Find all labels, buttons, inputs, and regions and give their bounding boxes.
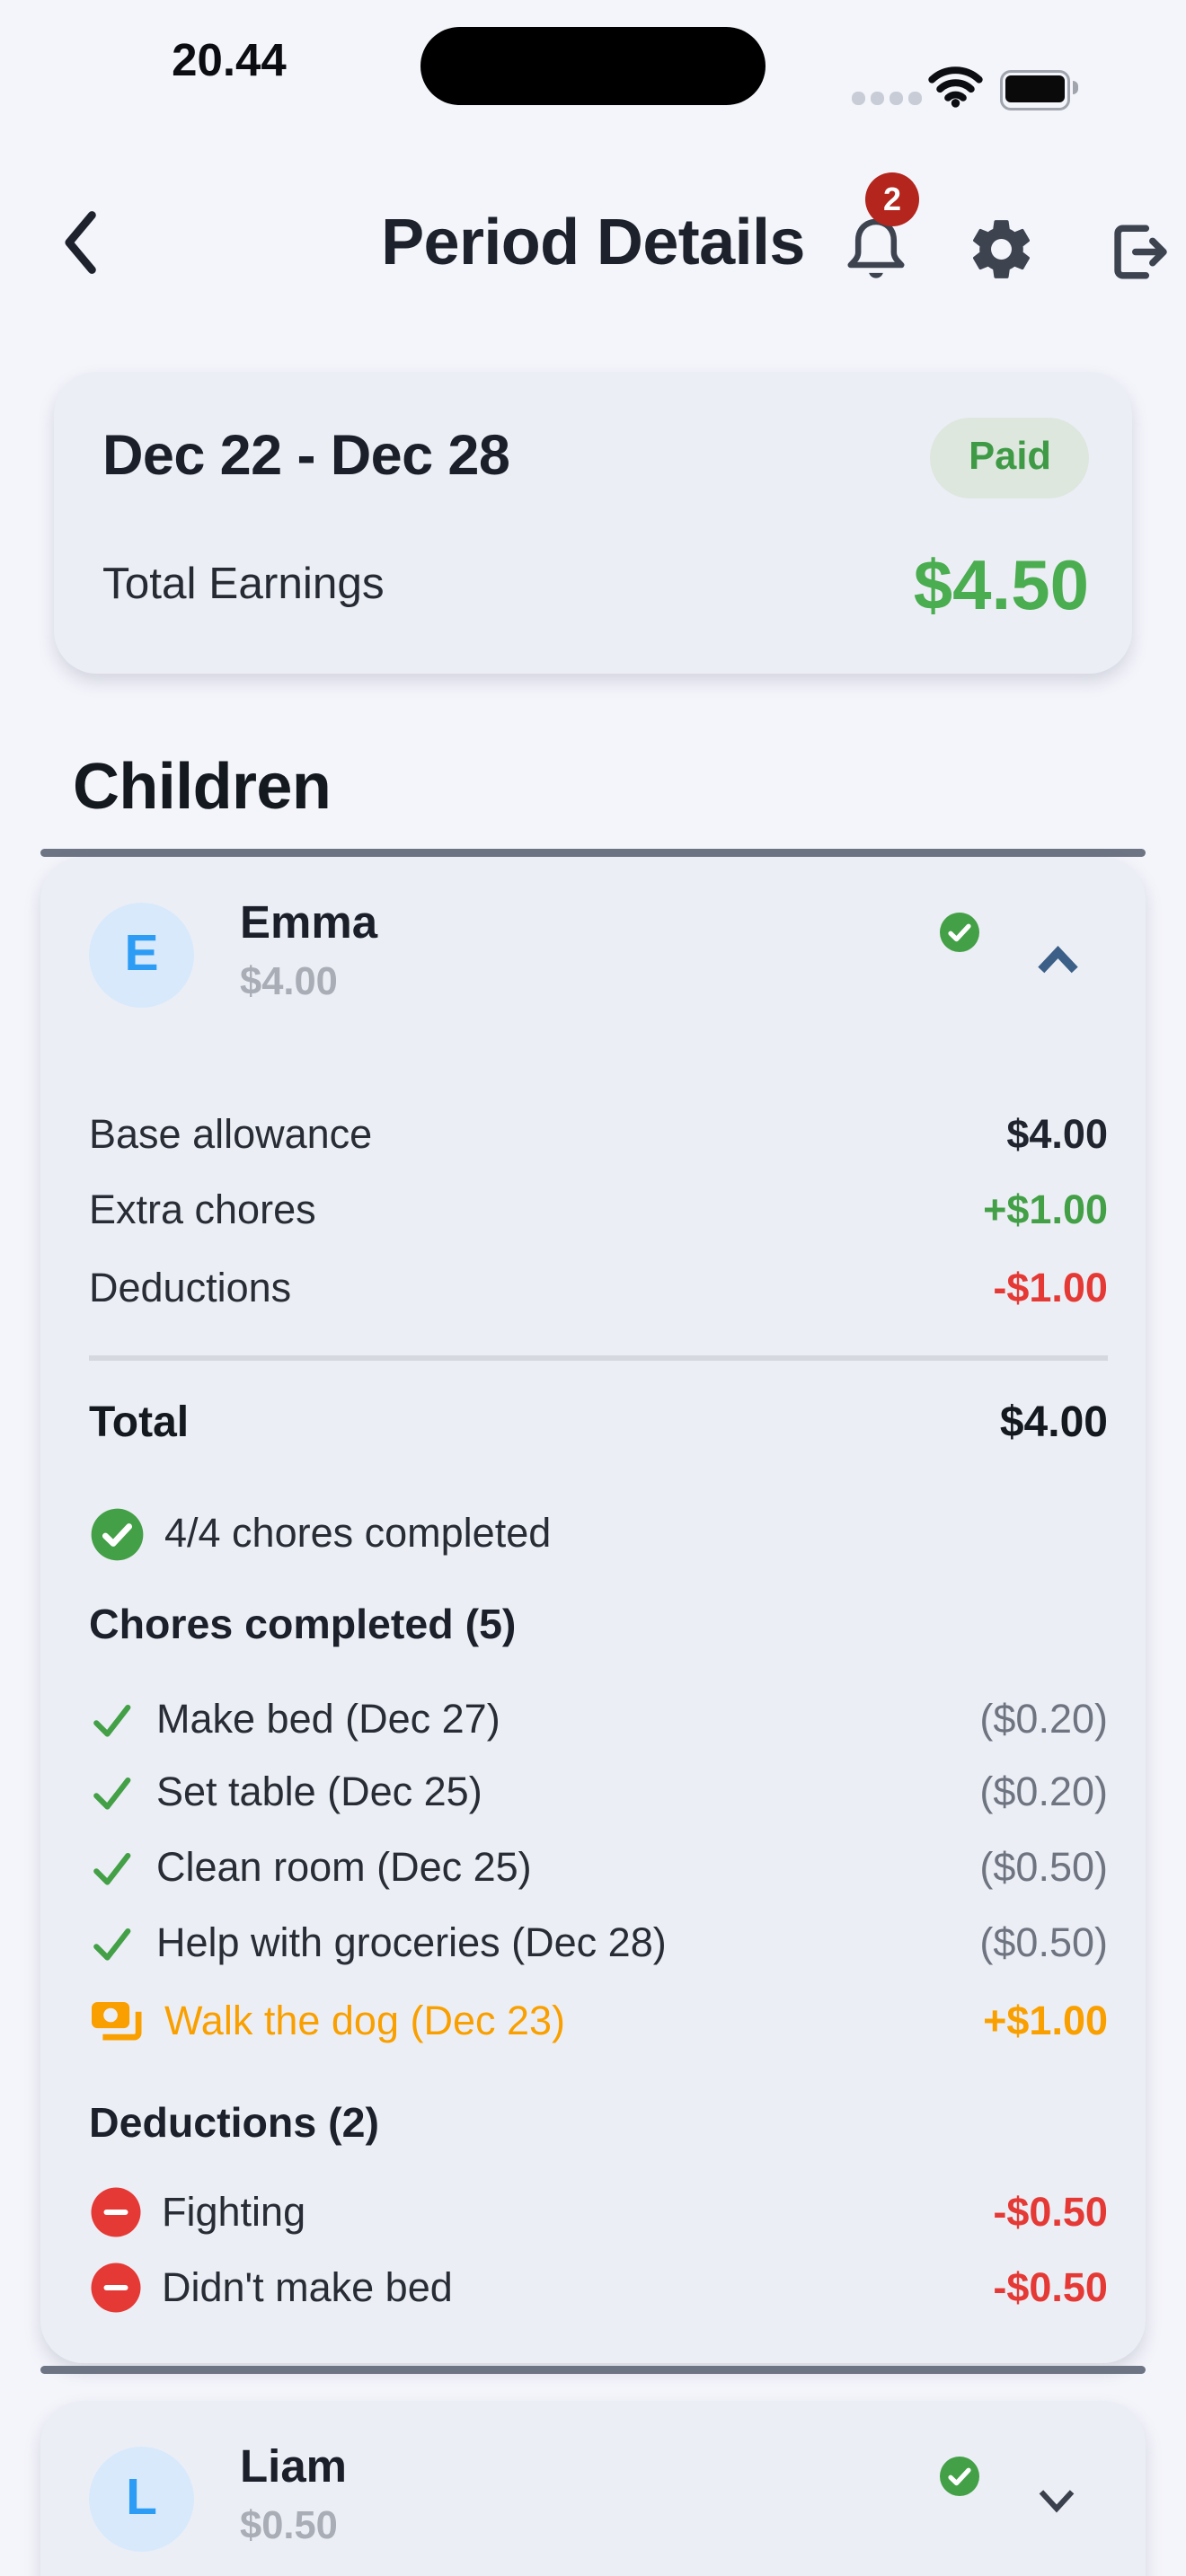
progress-text: 4/4 chores completed [164,1510,552,1557]
deduction-row: Didn't make bed -$0.50 [89,2250,1108,2325]
chore-row: Set table (Dec 25) ($0.20) [89,1754,1108,1830]
check-circle-icon [938,2455,981,2498]
dynamic-island [420,27,766,105]
page-title: Period Details [381,207,805,280]
period-date-range: Dec 22 - Dec 28 [102,426,510,488]
child-card-emma: E Emma $4.00 Base allowance $4.00 [40,857,1146,2363]
chore-value: ($0.50) [979,1844,1108,1891]
breakdown-row: Extra chores +$1.00 [89,1187,1108,1233]
settings-button[interactable] [962,210,1038,286]
expand-button[interactable] [1032,2484,1081,2519]
total-row: Total $4.00 [89,1388,1108,1463]
avatar: L [89,2447,194,2552]
deductions-heading: Deductions (2) [89,2102,379,2148]
check-circle-icon [938,911,981,954]
chore-value: ($0.50) [979,1919,1108,1966]
row-value: $4.00 [1006,1111,1108,1158]
card-divider [40,2366,1146,2374]
child-amount: $0.50 [240,2506,338,2549]
minus-circle-icon [89,2261,143,2315]
checkmark-icon [92,1775,132,1810]
checkmark-icon [92,1702,132,1737]
chore-row: Clean room (Dec 25) ($0.50) [89,1830,1108,1905]
check-circle-icon [89,1505,146,1562]
chores-heading: Chores completed (5) [89,1603,517,1649]
row-value: +$1.00 [983,1187,1108,1233]
child-amount: $4.00 [240,962,338,1005]
logout-button[interactable] [1100,213,1175,288]
chevron-left-icon [61,210,96,275]
chore-value: +$1.00 [983,1998,1108,2044]
children-section-heading: Children [73,752,332,825]
deduction-value: -$0.50 [993,2189,1108,2236]
chore-value: ($0.20) [979,1696,1108,1742]
battery-icon [1000,70,1080,110]
row-value: -$1.00 [993,1265,1108,1311]
total-earnings-label: Total Earnings [102,559,385,608]
logout-icon [1104,217,1172,285]
notifications-button[interactable] [838,210,914,286]
collapse-button[interactable] [1032,940,1081,975]
status-time: 20.44 [172,35,287,86]
bell-icon [841,212,911,285]
section-divider [40,849,1146,857]
notification-badge: 2 [865,172,919,226]
total-value: $4.00 [999,1401,1108,1447]
cash-icon [89,1997,143,2045]
gear-icon [964,212,1037,285]
chore-row: Help with groceries (Dec 28) ($0.50) [89,1905,1108,1981]
breakdown-row: Base allowance $4.00 [89,1111,1108,1158]
child-card-liam: L Liam $0.50 [40,2401,1146,2576]
status-badge: Paid [931,418,1089,498]
child-name: Emma [240,897,378,948]
breakdown-divider [89,1355,1108,1360]
breakdown-row: Deductions -$1.00 [89,1265,1108,1311]
chore-row: Make bed (Dec 27) ($0.20) [89,1681,1108,1757]
chore-progress-row: 4/4 chores completed [89,1495,1108,1571]
wifi-icon [927,65,984,108]
chevron-up-icon [1034,942,1080,975]
deduction-value: -$0.50 [993,2264,1108,2311]
deduction-row: Fighting -$0.50 [89,2175,1108,2250]
minus-circle-icon [89,2185,143,2239]
total-earnings-value: $4.50 [913,543,1089,624]
chore-value: ($0.20) [979,1769,1108,1815]
checkmark-icon [92,1926,132,1961]
checkmark-icon [92,1850,132,1885]
back-button[interactable] [43,205,113,280]
cellular-signal-icon [852,92,922,104]
chore-row-bonus: Walk the dog (Dec 23) +$1.00 [89,1983,1108,2059]
avatar: E [89,903,194,1008]
child-name: Liam [240,2441,348,2492]
period-summary-card: Dec 22 - Dec 28 Paid Total Earnings $4.5… [54,372,1132,674]
chevron-down-icon [1035,2487,1078,2517]
